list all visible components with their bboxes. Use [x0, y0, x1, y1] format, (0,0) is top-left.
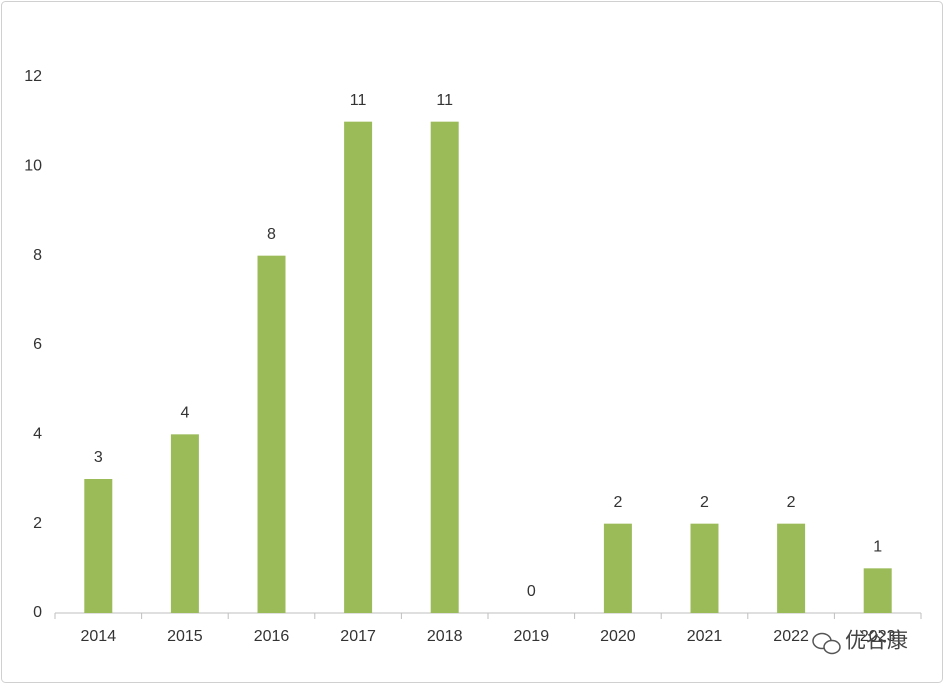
- value-label: 2: [787, 494, 796, 511]
- value-label: 1: [873, 539, 882, 556]
- x-tick-label: 2015: [167, 628, 203, 645]
- bar: [430, 121, 459, 614]
- y-tick-label: 0: [33, 604, 42, 621]
- bar: [257, 255, 286, 613]
- x-tick-label: 2022: [773, 628, 809, 645]
- value-label: 2: [700, 494, 709, 511]
- value-label: 8: [267, 226, 276, 243]
- y-tick-label: 2: [33, 515, 42, 532]
- y-tick-label: 8: [33, 247, 42, 264]
- bar: [863, 568, 892, 613]
- watermark-text: 优谷康: [845, 630, 908, 653]
- watermark-icon: [823, 639, 841, 655]
- value-label: 4: [180, 405, 189, 422]
- x-tick-label: 2023: [860, 628, 896, 645]
- bar: [777, 523, 806, 613]
- plot-area: 0246810122014320154201682017112018112019…: [24, 68, 922, 645]
- y-tick-label: 6: [33, 336, 42, 353]
- bar: [344, 121, 373, 614]
- x-tick-label: 2020: [600, 628, 636, 645]
- value-label: 3: [94, 449, 103, 466]
- value-label: 2: [613, 494, 622, 511]
- bar: [690, 523, 719, 613]
- value-label: 11: [350, 92, 367, 109]
- x-tick-label: 2019: [514, 628, 550, 645]
- bar: [603, 523, 632, 613]
- value-label: 0: [527, 583, 536, 600]
- watermark: 优谷康: [812, 630, 908, 655]
- y-tick-label: 10: [24, 158, 42, 175]
- x-tick-label: 2021: [687, 628, 723, 645]
- x-tick-label: 2017: [340, 628, 376, 645]
- bar: [84, 479, 113, 613]
- y-tick-label: 12: [24, 68, 42, 85]
- value-label: 11: [436, 92, 453, 109]
- x-tick-label: 2018: [427, 628, 463, 645]
- x-tick-label: 2016: [254, 628, 290, 645]
- x-tick-label: 2014: [81, 628, 117, 645]
- y-tick-label: 4: [33, 426, 42, 443]
- bar: [170, 434, 199, 613]
